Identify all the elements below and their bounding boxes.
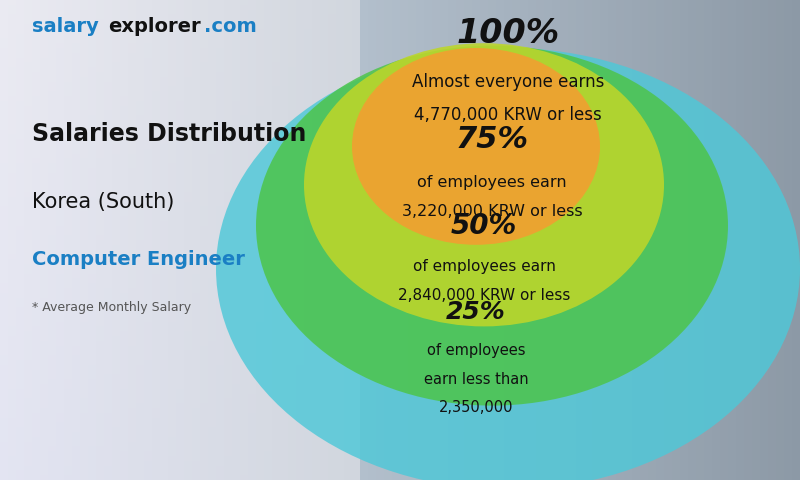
- Text: salary: salary: [32, 17, 98, 36]
- Ellipse shape: [304, 43, 664, 326]
- Text: of employees: of employees: [426, 343, 526, 358]
- Text: Computer Engineer: Computer Engineer: [32, 250, 245, 269]
- Text: 25%: 25%: [446, 300, 506, 324]
- Text: 100%: 100%: [456, 17, 560, 50]
- Text: .com: .com: [204, 17, 257, 36]
- Text: Almost everyone earns: Almost everyone earns: [412, 72, 604, 91]
- Text: * Average Monthly Salary: * Average Monthly Salary: [32, 300, 191, 314]
- Text: 2,350,000: 2,350,000: [438, 400, 514, 416]
- Text: of employees earn: of employees earn: [417, 175, 567, 190]
- Text: 75%: 75%: [455, 125, 529, 154]
- Text: earn less than: earn less than: [424, 372, 528, 387]
- Text: 50%: 50%: [451, 212, 517, 240]
- Text: 2,840,000 KRW or less: 2,840,000 KRW or less: [398, 288, 570, 303]
- Text: Korea (South): Korea (South): [32, 192, 174, 212]
- Text: 3,220,000 KRW or less: 3,220,000 KRW or less: [402, 204, 582, 219]
- Text: explorer: explorer: [108, 17, 201, 36]
- Ellipse shape: [216, 48, 800, 480]
- Ellipse shape: [352, 48, 600, 245]
- Text: 4,770,000 KRW or less: 4,770,000 KRW or less: [414, 106, 602, 124]
- Text: of employees earn: of employees earn: [413, 259, 555, 274]
- Text: Salaries Distribution: Salaries Distribution: [32, 122, 306, 146]
- Ellipse shape: [256, 46, 728, 406]
